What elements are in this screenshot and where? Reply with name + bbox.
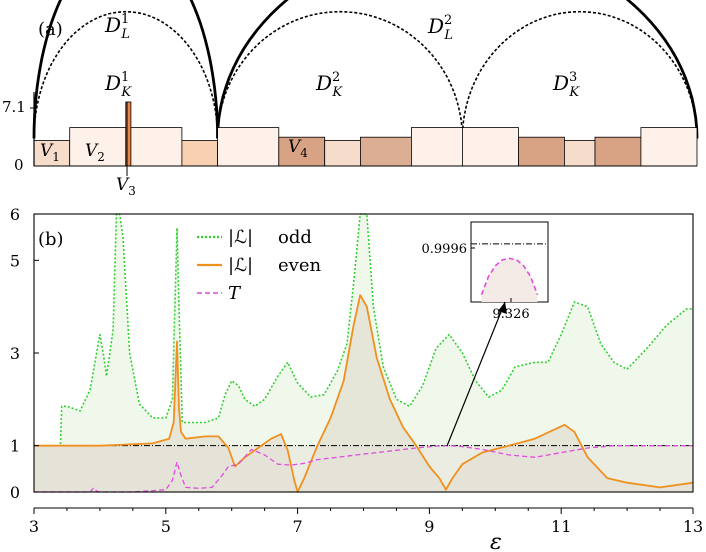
- bar-label-v1: V1: [40, 141, 60, 164]
- fill-under-one: [34, 445, 693, 492]
- arc-k3: [461, 10, 698, 139]
- series-line-even: [34, 294, 694, 493]
- x-tick-label-13: 13: [683, 517, 703, 536]
- barrier-14: [594, 136, 642, 167]
- legend-label-even: even: [278, 255, 321, 276]
- barrier-10: [410, 127, 463, 167]
- barrier-5: [181, 139, 218, 167]
- inset-pointer-arrowhead: [498, 302, 507, 314]
- arc-label-dk1: D1 K: [104, 70, 132, 100]
- barriers-group: [33, 101, 698, 167]
- arc-label-dk2: D2 K: [315, 70, 343, 100]
- inset-fill: [481, 258, 538, 302]
- barrier-6: [217, 127, 280, 167]
- legend-label-odd: odd: [278, 227, 312, 248]
- y-tick-label-6: 6: [10, 205, 20, 224]
- x-tick-label-3: 3: [29, 517, 39, 536]
- arc-label-dk3: D3 K: [552, 70, 580, 100]
- x-tick-label-11: 11: [551, 517, 571, 536]
- arc-l1: [32, 0, 219, 139]
- barrier-11: [461, 127, 519, 167]
- fill-even: [34, 295, 693, 492]
- y-tick-label-5: 5: [10, 251, 20, 270]
- y-tick-label-1: 1: [10, 437, 20, 456]
- inset-y-tick-label: 0.9996: [422, 242, 468, 257]
- panel-b-label: (b): [38, 229, 64, 250]
- series-line-t: [34, 445, 693, 493]
- arc-label-dl1: D1 L: [104, 12, 130, 42]
- arc-label-dl2: D2 L: [427, 13, 453, 43]
- barrier-7: [278, 136, 326, 167]
- arcs-group: [32, 0, 699, 139]
- bar-label-v2: V2: [85, 141, 105, 164]
- inset-content: [471, 243, 548, 302]
- barrier-8: [324, 139, 361, 167]
- a-y-tick-label-zero: 0: [14, 156, 24, 174]
- x-axis-label: ε: [490, 530, 502, 552]
- barrier-1: [33, 139, 71, 167]
- arc-l2: [216, 0, 699, 139]
- legend-symbol-t: T: [228, 283, 242, 304]
- x-tick-label-5: 5: [161, 517, 171, 536]
- series-fills: [34, 214, 693, 492]
- x-tick-label-7: 7: [293, 517, 303, 536]
- barrier-15: [640, 127, 698, 167]
- bar-label-v3: V3: [116, 175, 136, 198]
- legend: |ℒ| odd |ℒ| even T: [197, 227, 321, 304]
- legend-symbol-even: |ℒ|: [228, 255, 253, 276]
- inset-pointer-arrow: [446, 301, 506, 447]
- panel-a: (a) 7.1 0 V1 V2 V3 V4 D1 L D2 L D1 K D2 K D3…: [2, 0, 699, 198]
- a-y-tick-label-top: 7.1: [2, 98, 26, 116]
- y-tick-label-3: 3: [10, 344, 20, 363]
- arc-k2: [216, 10, 464, 139]
- inset: 0.9996 9.326: [422, 221, 549, 322]
- x-tick-label-9: 9: [424, 517, 434, 536]
- barrier-13: [564, 139, 596, 167]
- barrier-12: [518, 136, 565, 167]
- arc-k1: [33, 10, 219, 139]
- barrier-4: [130, 127, 183, 167]
- inset-t-line: [480, 257, 539, 295]
- series-lines: [34, 213, 694, 493]
- bar-label-v4: V4: [288, 137, 308, 160]
- y-tick-label-0: 0: [10, 483, 20, 502]
- barrier-9: [359, 136, 412, 167]
- legend-symbol-odd: |ℒ|: [228, 227, 253, 248]
